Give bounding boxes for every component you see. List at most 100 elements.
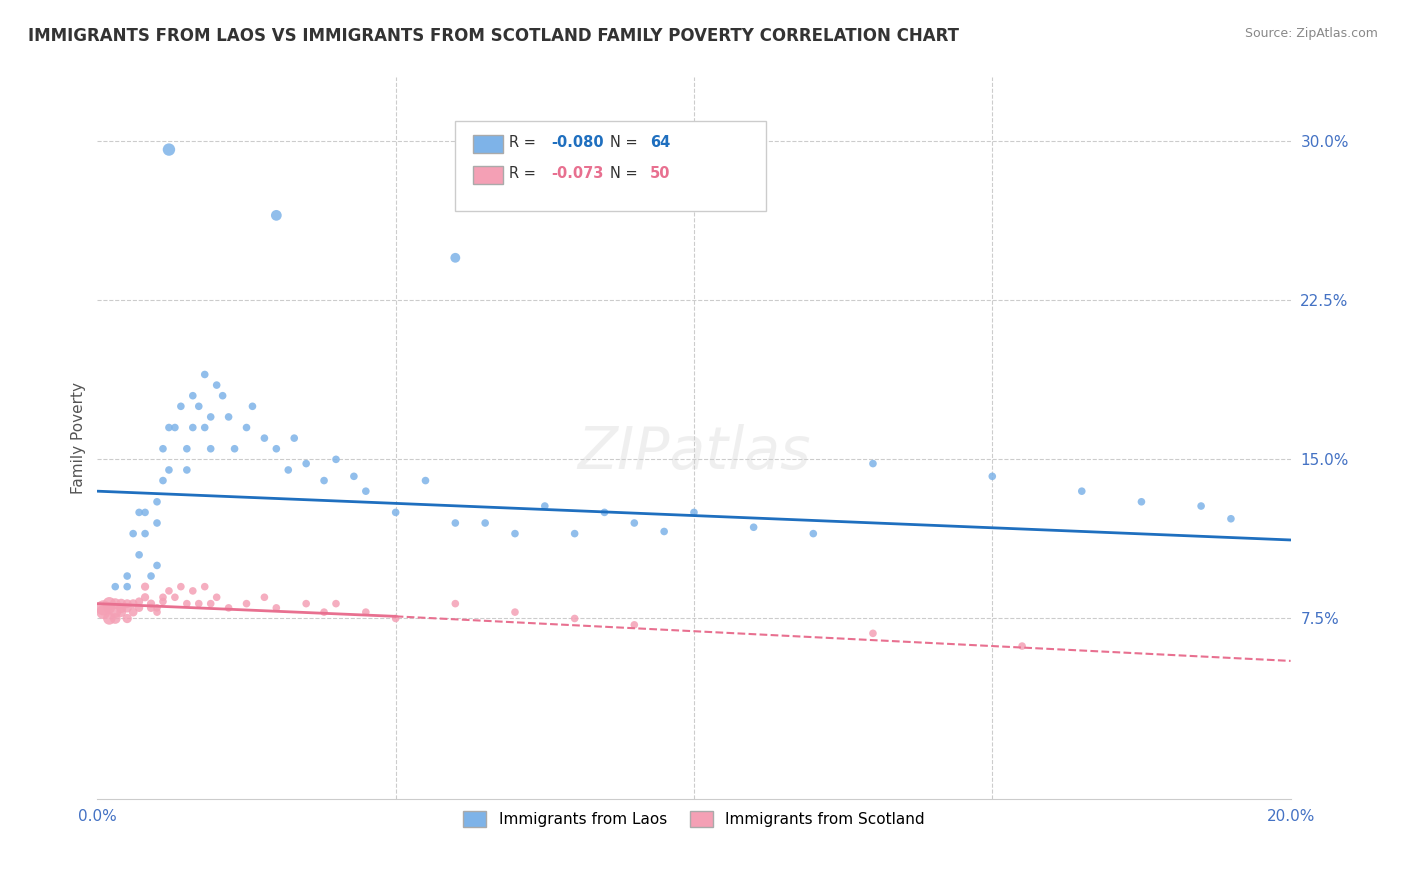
Point (152, 591, 174, 605)
Point (163, 420, 186, 434)
Point (110, 605, 132, 619)
Point (157, 420, 180, 434)
Point (981, 469, 1004, 483)
Point (122, 597, 145, 611)
Point (200, 442, 222, 456)
Point (295, 597, 318, 611)
Point (157, 583, 180, 598)
Point (277, 463, 299, 477)
Point (115, 597, 138, 611)
Point (176, 442, 198, 456)
Point (312, 474, 335, 488)
Point (218, 409, 240, 424)
Point (115, 580, 138, 594)
Point (170, 580, 193, 594)
Point (128, 600, 150, 615)
Point (266, 442, 288, 456)
Point (384, 505, 406, 519)
Point (110, 600, 132, 615)
Point (181, 389, 204, 403)
Point (683, 505, 706, 519)
Point (176, 463, 198, 477)
Point (623, 516, 645, 530)
Point (652, 524, 675, 539)
Point (266, 208, 288, 222)
Point (564, 526, 586, 541)
Point (253, 431, 276, 445)
Point (211, 389, 233, 403)
Point (134, 591, 156, 605)
Point (444, 516, 467, 530)
Text: ZIPatlas: ZIPatlas (578, 424, 811, 481)
Point (415, 474, 437, 488)
Point (157, 463, 180, 477)
Point (533, 499, 555, 513)
Text: R =: R = (509, 135, 536, 150)
Point (862, 626, 884, 640)
FancyBboxPatch shape (474, 166, 503, 185)
Text: IMMIGRANTS FROM LAOS VS IMMIGRANTS FROM SCOTLAND FAMILY POVERTY CORRELATION CHAR: IMMIGRANTS FROM LAOS VS IMMIGRANTS FROM … (28, 27, 959, 45)
Point (266, 600, 288, 615)
Point (312, 605, 335, 619)
Point (242, 400, 264, 414)
Point (91, 600, 114, 615)
Point (194, 420, 217, 434)
Point (325, 597, 347, 611)
Point (128, 594, 150, 608)
Point (862, 457, 884, 471)
Point (801, 526, 824, 541)
Point (122, 526, 145, 541)
Point (503, 526, 526, 541)
Point (139, 600, 162, 615)
Point (444, 251, 467, 265)
Point (139, 569, 162, 583)
Point (200, 597, 222, 611)
Point (98, 611, 121, 625)
Point (325, 452, 347, 467)
Point (134, 580, 156, 594)
Point (200, 409, 222, 424)
Point (1189, 499, 1212, 513)
Point (157, 143, 180, 157)
Text: 64: 64 (650, 135, 671, 150)
Text: 50: 50 (650, 166, 671, 181)
FancyBboxPatch shape (456, 120, 766, 211)
Point (295, 457, 318, 471)
Point (134, 526, 156, 541)
Text: -0.080: -0.080 (551, 135, 603, 150)
Text: Source: ZipAtlas.com: Source: ZipAtlas.com (1244, 27, 1378, 40)
Point (235, 420, 257, 434)
Point (104, 597, 127, 611)
Point (146, 558, 169, 573)
Point (115, 569, 138, 583)
Text: -0.073: -0.073 (551, 166, 603, 181)
Point (343, 469, 366, 483)
Point (134, 505, 156, 519)
Point (146, 516, 169, 530)
Point (122, 605, 145, 619)
Point (181, 420, 204, 434)
Point (115, 600, 138, 615)
Point (384, 611, 406, 625)
Point (205, 591, 228, 605)
Point (218, 600, 240, 615)
Point (152, 442, 174, 456)
Point (593, 505, 616, 519)
Point (152, 594, 174, 608)
Text: N =: N = (610, 135, 638, 150)
Point (115, 611, 138, 625)
Point (503, 605, 526, 619)
Point (444, 597, 467, 611)
Point (354, 484, 377, 499)
Point (128, 548, 150, 562)
Point (139, 597, 162, 611)
Point (163, 591, 186, 605)
Point (354, 605, 377, 619)
Point (1070, 484, 1092, 499)
Point (623, 618, 645, 632)
Point (1219, 512, 1241, 526)
Point (205, 378, 228, 392)
Point (91, 605, 114, 619)
Point (224, 442, 246, 456)
Point (104, 611, 127, 625)
